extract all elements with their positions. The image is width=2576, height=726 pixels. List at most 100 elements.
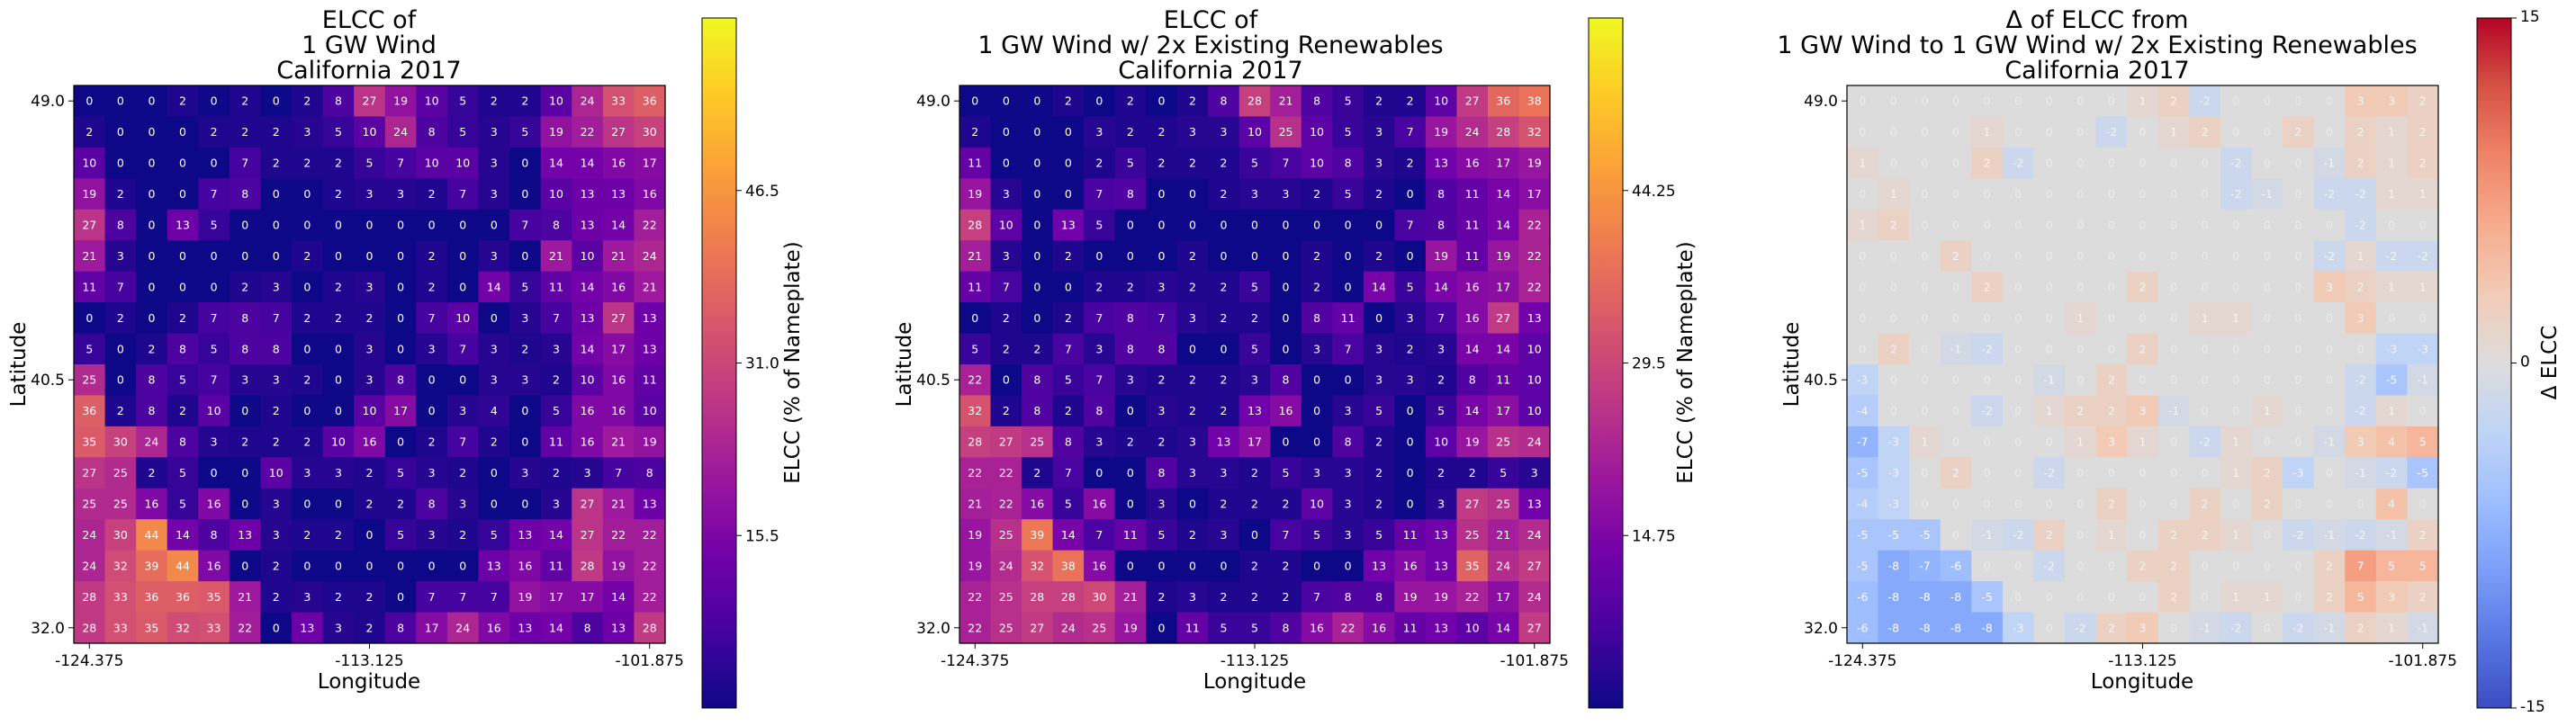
cell-value-label: 0 bbox=[1313, 219, 1320, 232]
heatmap-cell bbox=[1270, 271, 1302, 303]
cell-value-label: 0 bbox=[1952, 187, 1959, 201]
cell-value-label: 24 bbox=[643, 249, 657, 263]
cell-value-label: -2 bbox=[2292, 621, 2303, 634]
heatmap-cell bbox=[1270, 302, 1302, 335]
heatmap-cell bbox=[1332, 612, 1365, 644]
cell-value-label: 25 bbox=[999, 590, 1013, 604]
heatmap-cell bbox=[990, 147, 1022, 179]
heatmap-cell bbox=[478, 240, 510, 273]
heatmap-cell bbox=[2127, 364, 2159, 397]
heatmap-cell bbox=[1332, 519, 1365, 551]
heatmap-cell bbox=[1238, 333, 1271, 365]
heatmap-cell bbox=[1301, 488, 1333, 520]
y-tick-label: 40.5 bbox=[1804, 372, 1838, 390]
cell-value-label: 0 bbox=[1859, 249, 1866, 263]
heatmap-cell bbox=[572, 519, 604, 551]
heatmap-cell bbox=[1270, 178, 1302, 211]
heatmap-cell bbox=[2313, 302, 2346, 335]
cell-value-label: 2 bbox=[148, 466, 155, 480]
cell-value-label: 0 bbox=[2076, 466, 2084, 480]
cell-value-label: 0 bbox=[273, 94, 280, 108]
cell-value-label: 2 bbox=[1189, 94, 1196, 108]
heatmap-cell bbox=[572, 333, 604, 365]
heatmap-cell bbox=[2251, 178, 2283, 211]
heatmap-cell bbox=[384, 488, 417, 520]
cell-value-label: 22 bbox=[643, 528, 657, 542]
heatmap-cell bbox=[1114, 85, 1147, 118]
cell-value-label: 13 bbox=[238, 528, 252, 542]
cell-value-label: 3 bbox=[1220, 466, 1227, 480]
cell-value-label: -8 bbox=[1888, 559, 1900, 572]
cell-value-label: 0 bbox=[1921, 373, 1928, 387]
cell-value-label: 0 bbox=[1157, 621, 1165, 634]
cell-value-label: 0 bbox=[1984, 373, 1991, 387]
cell-value-label: 7 bbox=[397, 157, 404, 170]
heatmap-cell bbox=[229, 85, 262, 118]
heatmap-cell bbox=[1878, 457, 1910, 489]
heatmap-cell bbox=[2345, 581, 2377, 614]
heatmap-cell bbox=[602, 85, 635, 118]
heatmap-cell bbox=[1456, 519, 1489, 551]
cell-value-label: 2 bbox=[1375, 94, 1383, 108]
heatmap-cell bbox=[260, 116, 293, 148]
cell-value-label: 27 bbox=[1496, 311, 1510, 325]
heatmap-cell bbox=[260, 178, 293, 211]
cell-value-label: 0 bbox=[521, 187, 528, 201]
heatmap-cell bbox=[2283, 240, 2315, 273]
colorbar-label: ELCC (% of Nameplate) bbox=[781, 241, 805, 483]
cell-value-label: 2 bbox=[1033, 342, 1040, 355]
cell-value-label: 13 bbox=[611, 187, 626, 201]
cell-value-label: 0 bbox=[2264, 342, 2271, 355]
heatmap-cell bbox=[634, 550, 666, 582]
cell-value-label: 2 bbox=[1313, 249, 1320, 263]
cell-value-label: 10 bbox=[999, 219, 1013, 232]
heatmap-cell bbox=[1394, 333, 1427, 365]
cell-value-label: 0 bbox=[2014, 187, 2022, 201]
cell-value-label: 7 bbox=[428, 590, 436, 604]
heatmap-cell bbox=[1146, 488, 1178, 520]
heatmap-cell bbox=[74, 271, 106, 303]
cell-value-label: -2 bbox=[2417, 249, 2427, 263]
heatmap-cell bbox=[1456, 147, 1489, 179]
heatmap-cell bbox=[1456, 395, 1489, 427]
cell-value-label: 0 bbox=[2170, 435, 2177, 449]
heatmap-cell bbox=[1022, 395, 1054, 427]
cell-value-label: 3 bbox=[366, 187, 374, 201]
heatmap-cell bbox=[2220, 457, 2253, 489]
heatmap-cell bbox=[384, 333, 417, 365]
cell-value-label: -2 bbox=[2013, 157, 2023, 170]
heatmap-cell bbox=[1176, 519, 1209, 551]
cell-value-label: 0 bbox=[1283, 280, 1290, 293]
cell-value-label: -2 bbox=[2013, 528, 2023, 542]
heatmap-cell bbox=[959, 488, 992, 520]
cell-value-label: 0 bbox=[241, 219, 248, 232]
cell-value-label: 0 bbox=[428, 404, 436, 417]
cell-value-label: 0 bbox=[1921, 249, 1928, 263]
heatmap-cell bbox=[1114, 240, 1147, 273]
cell-value-label: -3 bbox=[1857, 373, 1868, 387]
heatmap-cell bbox=[2002, 519, 2035, 551]
cell-value-label: 2 bbox=[1952, 466, 1959, 480]
heatmap-cell bbox=[198, 147, 230, 179]
heatmap-cell bbox=[572, 581, 604, 614]
cell-value-label: 21 bbox=[611, 249, 626, 263]
heatmap-cell bbox=[384, 240, 417, 273]
heatmap-cell bbox=[2189, 178, 2221, 211]
heatmap-cell bbox=[136, 612, 168, 644]
cell-value-label: 0 bbox=[1859, 342, 1866, 355]
cell-value-label: 0 bbox=[1033, 187, 1040, 201]
heatmap-cell bbox=[2313, 85, 2346, 118]
cell-value-label: 27 bbox=[1030, 621, 1044, 634]
cell-value-label: 0 bbox=[1033, 280, 1040, 293]
heatmap-cell bbox=[990, 302, 1022, 335]
cell-value-label: 0 bbox=[1890, 311, 1897, 325]
cell-value-label: -2 bbox=[2386, 466, 2397, 480]
cell-value-label: 2 bbox=[428, 187, 436, 201]
cell-value-label: 8 bbox=[1437, 219, 1445, 232]
cell-value-label: 7 bbox=[1313, 590, 1320, 604]
heatmap-cell bbox=[136, 240, 168, 273]
cell-value-label: 1 bbox=[2264, 590, 2271, 604]
heatmap-cell bbox=[1487, 178, 1520, 211]
cell-value-label: 19 bbox=[1434, 125, 1448, 139]
cell-value-label: 0 bbox=[335, 342, 342, 355]
